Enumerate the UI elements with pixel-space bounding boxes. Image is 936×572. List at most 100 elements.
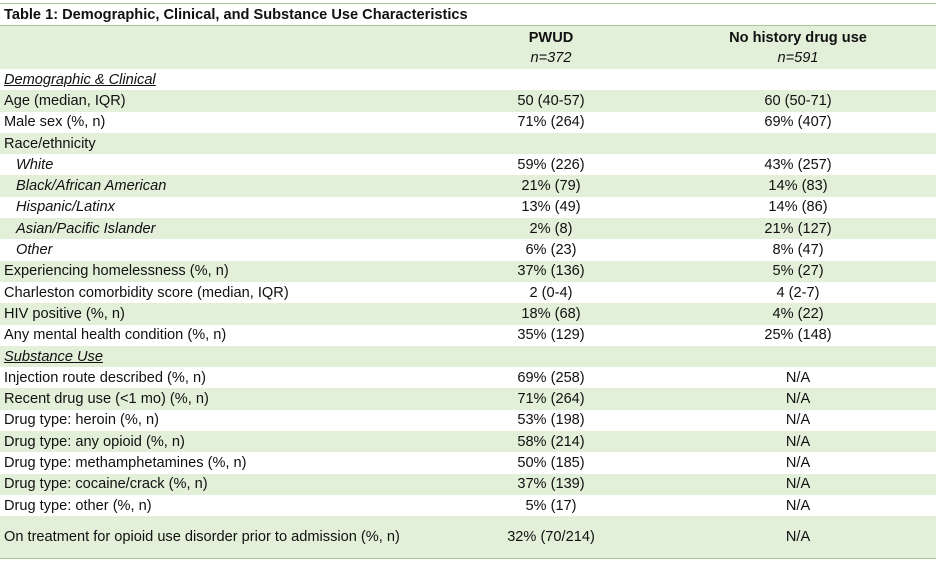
no-history-value: 14% (86) (768, 199, 828, 216)
table-row: Charleston comorbidity score (median, IQ… (0, 282, 936, 303)
table-caption-row: Table 1: Demographic, Clinical, and Subs… (0, 3, 936, 26)
no-history-value: 43% (257) (764, 156, 832, 173)
row-label: On treatment for opioid use disorder pri… (0, 516, 442, 560)
row-label: Drug type: any opioid (%, n) (0, 431, 442, 453)
pwud-value: 37% (139) (442, 473, 660, 495)
table-row: HIV positive (%, n) 18% (68) 4% (22) (0, 303, 936, 325)
pwud-value: 5% (17) (525, 497, 577, 514)
table-row: Drug type: heroin (%, n) 53% (198) N/A (0, 410, 936, 431)
table-row: On treatment for opioid use disorder pri… (0, 516, 936, 560)
no-history-value: 25% (148) (764, 327, 832, 344)
header-pwud-n: n=372 (530, 49, 572, 66)
row-label: Drug type: cocaine/crack (%, n) (0, 473, 442, 495)
no-history-value: N/A (660, 473, 936, 495)
pwud-value: 13% (49) (521, 199, 581, 216)
pwud-value: 50% (185) (517, 454, 585, 471)
table-row: Male sex (%, n) 71% (264) 69% (407) (0, 112, 936, 133)
section-header-row: Demographic & Clinical (0, 69, 936, 90)
pwud-value: 21% (79) (442, 175, 660, 197)
row-label: Other (16, 242, 53, 259)
no-history-value: N/A (660, 516, 936, 560)
pwud-value: 32% (70/214) (442, 516, 660, 560)
characteristics-table: Table 1: Demographic, Clinical, and Subs… (0, 3, 936, 560)
pwud-value: 71% (264) (517, 114, 585, 131)
pwud-value: 69% (258) (517, 369, 585, 386)
row-label: HIV positive (%, n) (0, 303, 442, 325)
header-no-history-n: n=591 (777, 49, 819, 66)
no-history-value: N/A (785, 412, 811, 429)
no-history-value: 4% (22) (660, 303, 936, 325)
no-history-value: N/A (660, 388, 936, 410)
no-history-value: N/A (785, 454, 811, 471)
pwud-value (442, 69, 660, 90)
table-row: Injection route described (%, n) 69% (258… (0, 367, 936, 388)
pwud-value: 2 (0-4) (529, 284, 573, 301)
row-label: Any mental health condition (%, n) (4, 327, 227, 344)
no-history-value: 69% (407) (764, 114, 832, 131)
table-row: Experiencing homelessness (%, n) 37% (136… (0, 260, 936, 282)
header-label-cell (0, 25, 442, 69)
row-label: Recent drug use (<1 mo) (%, n) (0, 388, 442, 410)
table-caption: Table 1: Demographic, Clinical, and Subs… (0, 3, 936, 26)
table-row: Asian/Pacific Islander 2% (8) 21% (127) (0, 218, 936, 240)
table-row: Drug type: methamphetamines (%, n) 50% (1… (0, 452, 936, 473)
table-row: Race/ethnicity (0, 132, 936, 155)
pwud-value: 35% (129) (517, 327, 585, 344)
row-label: Asian/Pacific Islander (0, 218, 442, 240)
header-no-history: No history drug use n=591 (660, 25, 936, 69)
table-row: Drug type: cocaine/crack (%, n) 37% (139)… (0, 473, 936, 495)
no-history-value: 21% (127) (660, 218, 936, 240)
section-header-row: Substance Use (0, 345, 936, 368)
pwud-value: 37% (136) (442, 260, 660, 282)
no-history-value: 60 (50-71) (660, 90, 936, 112)
table-row: Black/African American 21% (79) 14% (83) (0, 175, 936, 197)
no-history-value: 4 (2-7) (776, 284, 820, 301)
row-label: Injection route described (%, n) (4, 369, 206, 386)
pwud-value: 59% (226) (517, 156, 585, 173)
table-row: Other 6% (23) 8% (47) (0, 239, 936, 260)
table-row: Drug type: other (%, n) 5% (17) N/A (0, 495, 936, 516)
row-label: Charleston comorbidity score (median, IQ… (4, 284, 289, 301)
pwud-value (442, 345, 660, 368)
pwud-value: 58% (214) (442, 431, 660, 453)
pwud-value: 71% (264) (442, 388, 660, 410)
row-label: Race/ethnicity (0, 132, 442, 155)
pwud-value: 18% (68) (442, 303, 660, 325)
pwud-value (442, 132, 660, 155)
no-history-value (660, 345, 936, 368)
table-row: Hispanic/Latinx 13% (49) 14% (86) (0, 197, 936, 218)
pwud-value: 6% (23) (525, 242, 577, 259)
row-label: Drug type: methamphetamines (%, n) (4, 454, 247, 471)
section-title: Demographic & Clinical (4, 71, 156, 88)
pwud-value: 2% (8) (442, 218, 660, 240)
no-history-value (660, 132, 936, 155)
section-title: Substance Use (0, 345, 442, 368)
row-label: Hispanic/Latinx (16, 199, 115, 216)
no-history-value: N/A (660, 431, 936, 453)
row-label: Black/African American (0, 175, 442, 197)
row-label: Experiencing homelessness (%, n) (0, 260, 442, 282)
no-history-value: 5% (27) (660, 260, 936, 282)
row-label: Male sex (%, n) (4, 114, 106, 131)
header-no-history-title: No history drug use (729, 29, 867, 46)
row-label: Age (median, IQR) (0, 90, 442, 112)
no-history-value: 14% (83) (660, 175, 936, 197)
table-row: Recent drug use (<1 mo) (%, n) 71% (264) N… (0, 388, 936, 410)
row-label: Drug type: heroin (%, n) (4, 412, 159, 429)
pwud-value: 50 (40-57) (442, 90, 660, 112)
no-history-value: 8% (47) (772, 242, 824, 259)
table-row: White 59% (226) 43% (257) (0, 154, 936, 175)
row-label: Drug type: other (%, n) (4, 497, 152, 514)
row-label: White (16, 156, 54, 173)
pwud-value: 53% (198) (517, 412, 585, 429)
table-row: Drug type: any opioid (%, n) 58% (214) N/A (0, 431, 936, 453)
no-history-value: N/A (785, 369, 811, 386)
no-history-value (660, 69, 936, 90)
header-pwud: PWUD n=372 (442, 25, 660, 69)
table-row: Age (median, IQR) 50 (40-57) 60 (50-71) (0, 90, 936, 112)
column-header-row: PWUD n=372 No history drug use n=591 (0, 25, 936, 69)
header-pwud-title: PWUD (528, 29, 574, 46)
table-row: Any mental health condition (%, n) 35% (1… (0, 325, 936, 346)
no-history-value: N/A (785, 497, 811, 514)
